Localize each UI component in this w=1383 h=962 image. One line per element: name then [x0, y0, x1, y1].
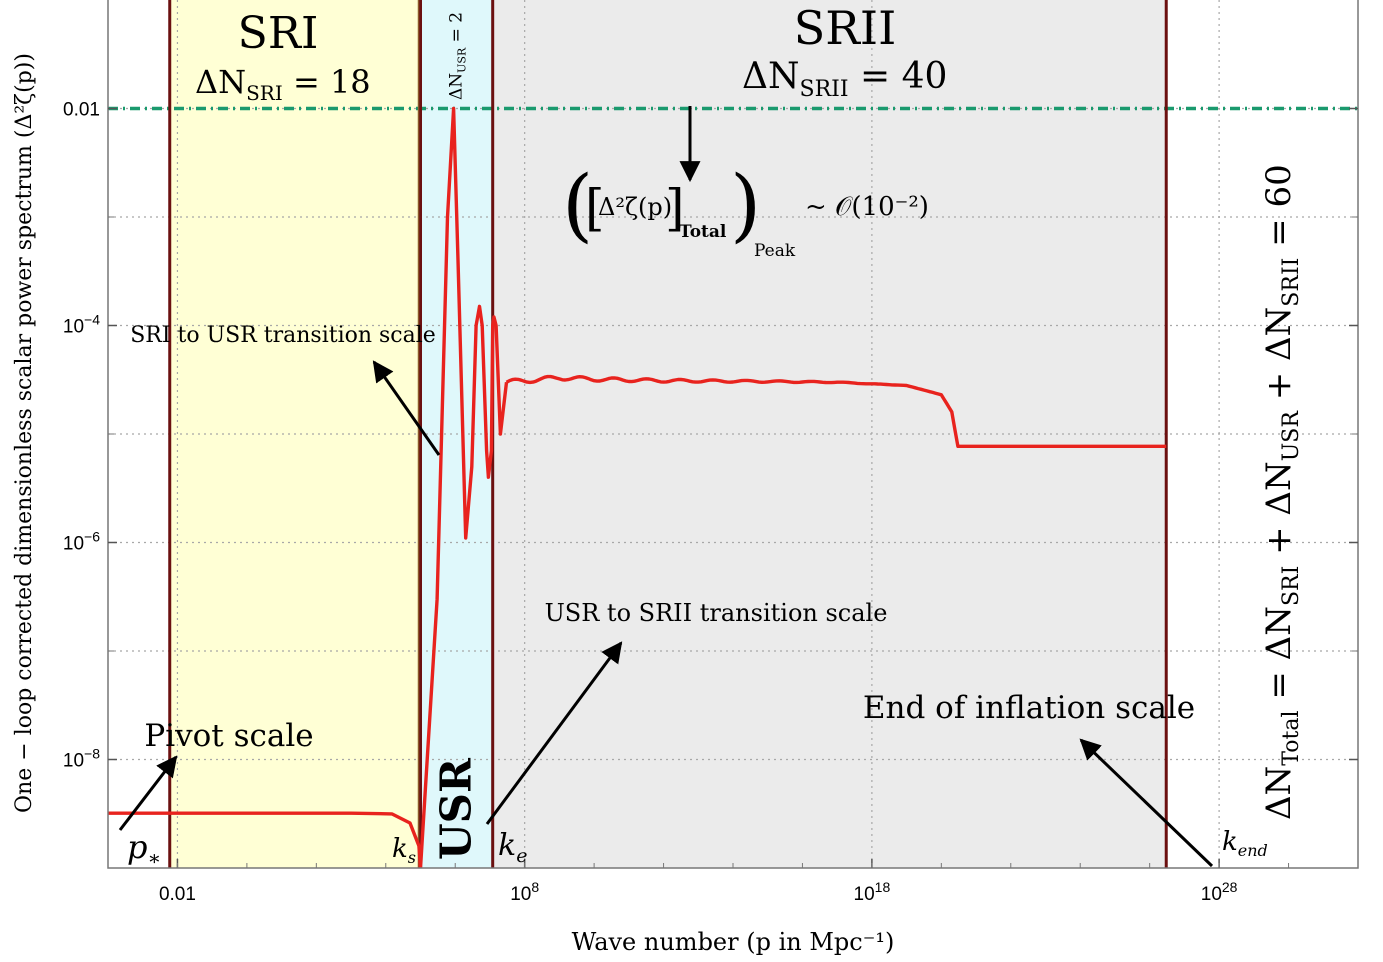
peak-formula: ([Δ²ζ(p)]Total)Peak ~ 𝒪(10⁻²): [562, 158, 929, 261]
y-axis-title: One − loop corrected dimensionless scala…: [12, 53, 37, 813]
sri-usr-transition-label: SRI to USR transition scale: [130, 323, 436, 348]
usr-srii-transition-arrow: [485, 641, 623, 825]
series-segment: [505, 374, 1167, 448]
end-inflation-arrow: [1079, 738, 1214, 868]
k-end-label: kend: [1222, 827, 1268, 860]
peak-formula-right-paren: ): [730, 158, 761, 251]
peak-formula-left-paren: (: [562, 158, 593, 251]
y-tick-label: 10−6: [63, 529, 100, 555]
usr-vertical-label: USR: [432, 757, 481, 860]
pivot-scale-arrow: [118, 755, 178, 831]
x-tick-label: 1028: [1201, 879, 1238, 905]
end-inflation-label: End of inflation scale: [863, 690, 1195, 726]
sri-usr-transition-arrow: [372, 360, 441, 456]
y-tick-label: 10−4: [63, 312, 100, 338]
usr-srii-transition-label: USR to SRII transition scale: [545, 599, 888, 627]
x-axis-title: Wave number (p in Mpc⁻¹): [572, 928, 895, 956]
series-segment: [418, 106, 509, 868]
y-tick-label: 10−8: [63, 746, 100, 772]
peak-formula-sub-peak: Peak: [754, 241, 796, 261]
peak-formula-right-bracket: ]: [665, 179, 685, 237]
peak-formula-rhs: ~ 𝒪(10⁻²): [805, 192, 929, 222]
peak-formula-main: Δ²ζ(p): [598, 193, 672, 221]
sri-efolds-label: ΔNSRI = 18: [195, 63, 371, 105]
y-tick-label: 0.01: [63, 100, 100, 121]
x-tick-label: 0.01: [159, 884, 196, 905]
srii-title: SRII: [794, 1, 897, 55]
sri-title: SRI: [238, 8, 319, 59]
region-boundaries: [168, 0, 1168, 868]
series-segment: [108, 811, 423, 868]
power-spectrum-series: [108, 106, 1167, 868]
peak-formula-sub-total: Total: [679, 222, 727, 242]
srii-efolds-label: ΔNSRII = 40: [742, 56, 947, 102]
x-tick-label: 108: [510, 879, 539, 905]
total-efolds-formula: ΔNTotal = ΔNSRI + ΔNUSR + ΔNSRII = 60: [1259, 164, 1304, 820]
k-e-label: ke: [498, 828, 527, 867]
axis-ticks: 0.01 108 1018 1028 0.01 10−4 10−6 10−8: [63, 100, 1359, 905]
pivot-scale-label: Pivot scale: [144, 718, 313, 754]
k-s-label: ks: [392, 834, 416, 867]
usr-efolds-label: ΔNUSR = 2: [447, 12, 469, 100]
p-star-label: p∗: [127, 828, 161, 870]
peak-formula-left-bracket: [: [585, 179, 605, 237]
x-tick-label: 1018: [854, 879, 891, 905]
